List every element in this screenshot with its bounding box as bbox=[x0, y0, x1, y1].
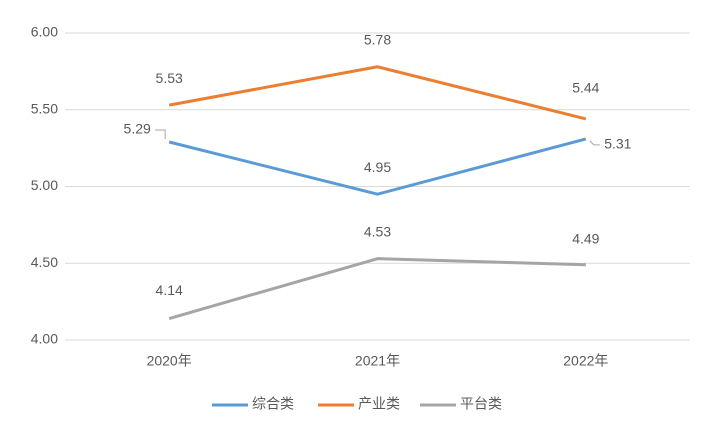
x-tick-label: 2021年 bbox=[355, 353, 400, 369]
y-tick-label: 4.50 bbox=[31, 254, 58, 270]
data-label: 4.14 bbox=[156, 282, 183, 298]
legend-label: 平台类 bbox=[460, 396, 502, 412]
y-tick-label: 4.00 bbox=[31, 331, 58, 347]
line-series bbox=[168, 137, 587, 196]
leader-line bbox=[155, 129, 166, 139]
data-label: 5.31 bbox=[604, 136, 631, 152]
data-label: 4.95 bbox=[364, 159, 391, 175]
data-label: 4.49 bbox=[572, 230, 599, 246]
data-label: 5.29 bbox=[124, 121, 151, 137]
line-series bbox=[168, 257, 586, 320]
legend-label: 产业类 bbox=[358, 396, 400, 412]
data-label: 4.53 bbox=[364, 223, 391, 239]
y-tick-label: 6.00 bbox=[31, 24, 58, 40]
legend-label: 综合类 bbox=[252, 396, 294, 412]
leader-line bbox=[589, 140, 600, 146]
y-tick-label: 5.00 bbox=[31, 177, 58, 193]
data-label: 5.53 bbox=[156, 70, 183, 86]
y-tick-label: 5.50 bbox=[31, 100, 58, 116]
data-label: 5.44 bbox=[572, 80, 599, 96]
x-tick-label: 2020年 bbox=[147, 353, 192, 369]
x-tick-label: 2022年 bbox=[563, 353, 608, 369]
line-series bbox=[168, 65, 587, 121]
data-label: 5.78 bbox=[364, 31, 391, 47]
